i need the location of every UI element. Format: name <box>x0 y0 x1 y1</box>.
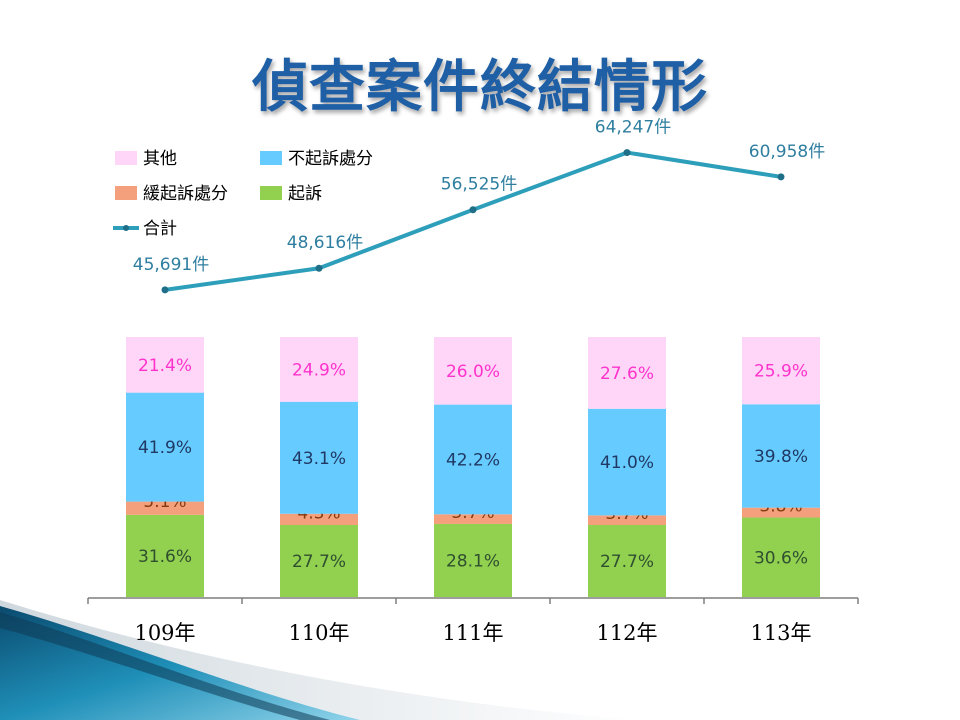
category-label: 112年 <box>596 621 657 645</box>
category-label: 109年 <box>134 621 195 645</box>
legend-label: 合計 <box>143 219 177 239</box>
data-label-non_prosecution: 43.1% <box>292 449 346 469</box>
bar-segment-prosecution <box>280 524 358 597</box>
data-label-non_prosecution: 41.9% <box>138 438 192 458</box>
bar-segment-prosecution <box>742 517 820 597</box>
data-label-prosecution: 28.1% <box>446 551 500 571</box>
bar-segment-prosecution <box>126 514 204 597</box>
legend-swatch-marker <box>123 225 129 231</box>
total-label: 64,247件 <box>595 118 671 138</box>
bar-segment-deferred <box>742 507 820 518</box>
data-label-non_prosecution: 42.2% <box>446 450 500 470</box>
bar-segment-non_prosecution <box>126 392 204 502</box>
bar-segment-deferred <box>280 513 358 525</box>
bar-segment-prosecution <box>434 523 512 597</box>
total-line-layer: 45,691件 48,616件 56,525件 64,247件 60,958件 <box>133 118 825 294</box>
data-label-non_prosecution: 39.8% <box>754 447 808 467</box>
bar-segment-non_prosecution <box>588 408 666 516</box>
bar-segment-non_prosecution <box>434 404 512 515</box>
data-label-prosecution: 31.6% <box>138 547 192 567</box>
bars-layer: 31.6%5.1%41.9%21.4%27.7%4.3%43.1%24.9%28… <box>126 337 820 597</box>
data-label-other: 25.9% <box>754 362 808 382</box>
slide-title: 偵查案件終結情形 <box>252 55 708 120</box>
legend-label: 其他 <box>143 149 177 169</box>
bar-segment-other <box>280 337 358 402</box>
legend-label: 起訴 <box>288 184 322 204</box>
bar-segment-other <box>434 337 512 405</box>
total-label: 56,525件 <box>441 175 517 195</box>
legend-swatch-prosecution <box>260 186 282 200</box>
legend-label: 緩起訴處分 <box>143 184 228 204</box>
bar-segment-deferred <box>434 514 512 524</box>
data-label-other: 27.6% <box>600 364 654 384</box>
total-label: 60,958件 <box>749 142 825 162</box>
category-label: 113年 <box>750 621 811 645</box>
total-label: 48,616件 <box>287 233 363 253</box>
legend-swatch-other <box>115 151 137 165</box>
legend-label: 不起訴處分 <box>288 149 373 169</box>
category-label: 111年 <box>442 621 503 645</box>
category-label: 110年 <box>288 621 349 645</box>
total-point <box>161 286 169 294</box>
bar-segment-non_prosecution <box>742 404 820 508</box>
data-label-prosecution: 27.7% <box>292 552 346 572</box>
bar-segment-non_prosecution <box>280 401 358 514</box>
bar-segment-other <box>588 337 666 409</box>
legend-swatch-non_prosecution <box>260 151 282 165</box>
total-label: 45,691件 <box>133 255 209 275</box>
data-label-prosecution: 27.7% <box>600 552 654 572</box>
data-label-other: 21.4% <box>138 356 192 376</box>
bar-segment-other <box>742 337 820 405</box>
data-label-other: 24.9% <box>292 360 346 380</box>
total-point <box>623 149 631 157</box>
bar-segment-deferred <box>126 501 204 515</box>
bar-segment-other <box>126 337 204 393</box>
data-label-prosecution: 30.6% <box>754 548 808 568</box>
x-axis: 109年 110年 111年 112年 113年 <box>87 597 859 645</box>
total-point <box>469 206 477 214</box>
total-line <box>164 150 782 292</box>
data-label-other: 26.0% <box>446 362 500 382</box>
total-point <box>315 264 323 272</box>
bar-segment-deferred <box>588 515 666 525</box>
data-label-non_prosecution: 41.0% <box>600 453 654 473</box>
legend-swatch-deferred <box>115 186 137 200</box>
total-point <box>777 173 785 181</box>
bar-segment-prosecution <box>588 524 666 597</box>
decorative-swoosh <box>0 606 360 720</box>
decorative-swoosh-highlight <box>0 612 330 720</box>
